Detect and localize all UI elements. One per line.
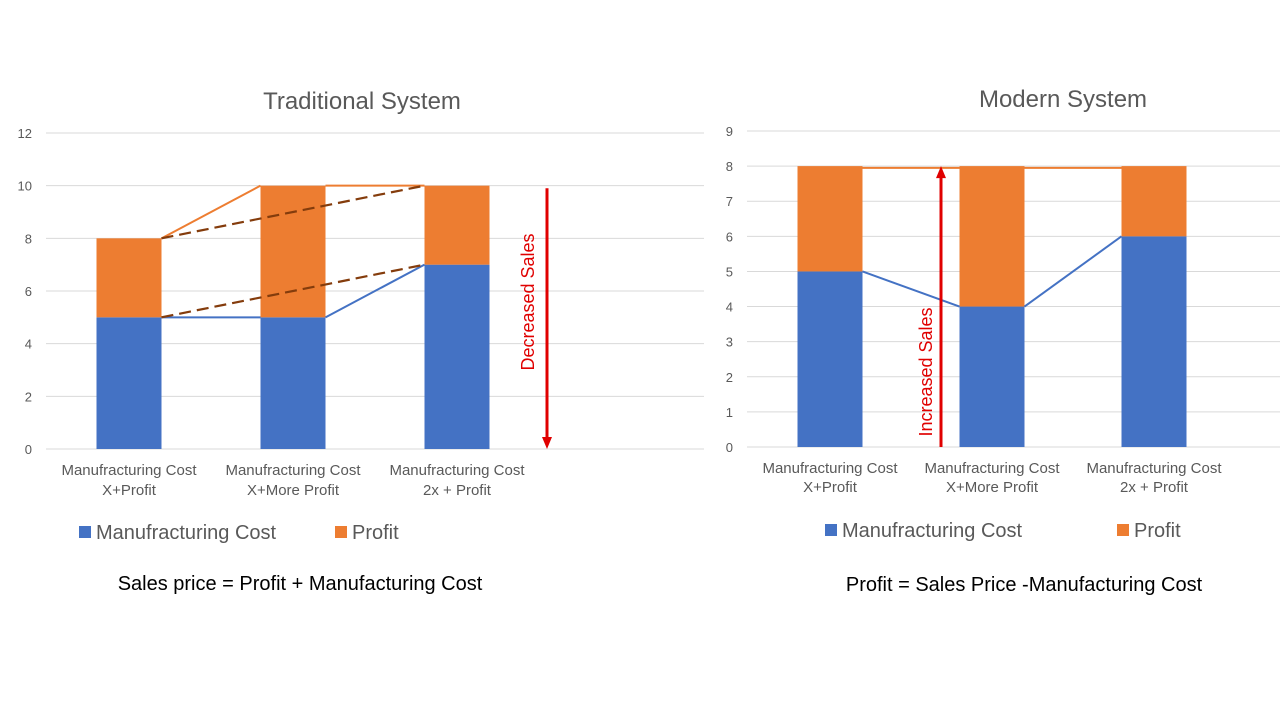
bars [797, 166, 1187, 447]
y-tick-label: 6 [25, 284, 32, 299]
bar-segment-profit [1121, 166, 1187, 237]
legend-swatch [1117, 524, 1129, 536]
bar-segment-cost [424, 264, 490, 449]
category-label: Manufracturing Cost [389, 462, 525, 479]
sales-annotation: Decreased Sales [518, 188, 552, 449]
annotation-label: Increased Sales [916, 307, 936, 436]
traditional-system-chart: Traditional System 0 2 4 6 8 10 12 Decreased S… [18, 88, 704, 595]
connector-line [161, 184, 261, 240]
y-tick-label: 8 [726, 159, 733, 174]
y-tick-label: 9 [726, 124, 733, 139]
legend-label: Manufracturing Cost [96, 522, 277, 544]
legend-label: Manufracturing Cost [842, 520, 1023, 542]
legend-swatch [825, 524, 837, 536]
category-label: X+Profit [803, 479, 858, 496]
category-label: Manufracturing Cost [225, 462, 361, 479]
legend-label: Profit [1134, 520, 1181, 542]
y-tick-label: 2 [25, 389, 32, 404]
category-label: X+Profit [102, 482, 157, 499]
bar-segment-profit [260, 185, 326, 318]
y-axis-ticks: 0 1 2 3 4 5 6 7 8 9 [726, 124, 733, 455]
bar-segment-cost [959, 306, 1025, 447]
bar-segment-profit [797, 166, 863, 272]
chart-title: Traditional System [263, 88, 461, 115]
y-tick-label: 4 [726, 300, 733, 315]
y-tick-label: 4 [25, 337, 32, 352]
x-axis-categories: Manufracturing Cost X+Profit Manufracturin… [61, 462, 525, 499]
legend-swatch [335, 526, 347, 538]
dashed-trend-line [161, 263, 425, 319]
x-axis-categories: Manufracturing Cost X+Profit Manufracturin… [762, 460, 1222, 496]
connector-line [325, 263, 425, 319]
y-tick-label: 5 [726, 264, 733, 279]
legend: Manufracturing Cost Profit [79, 522, 399, 544]
legend: Manufracturing Cost Profit [825, 520, 1181, 542]
y-tick-label: 2 [726, 370, 733, 385]
category-label: Manufracturing Cost [762, 460, 898, 477]
dashed-trend-line [161, 184, 425, 240]
bar-segment-profit [959, 166, 1025, 307]
arrow-up-icon [936, 166, 946, 179]
y-tick-label: 6 [726, 229, 733, 244]
category-label: Manufracturing Cost [924, 460, 1060, 477]
category-label: 2x + Profit [423, 482, 492, 499]
category-label: Manufracturing Cost [1086, 460, 1222, 477]
bar-segment-profit [96, 238, 162, 318]
y-tick-label: 10 [18, 179, 32, 194]
bar-segment-cost [96, 317, 162, 449]
y-tick-label: 12 [18, 126, 32, 141]
category-label: X+More Profit [946, 479, 1039, 496]
overlay-lines [862, 166, 1123, 308]
category-label: 2x + Profit [1120, 479, 1189, 496]
bar-segment-cost [260, 317, 326, 449]
connector-line [1023, 235, 1123, 308]
modern-system-chart: Modern System 0 1 2 3 4 5 6 7 8 9 Increased Sales… [726, 86, 1280, 596]
y-tick-label: 7 [726, 194, 733, 209]
bars [96, 185, 490, 449]
y-tick-label: 0 [726, 440, 733, 455]
bar-segment-cost [797, 271, 863, 447]
sales-annotation: Increased Sales [916, 166, 946, 447]
y-tick-label: 8 [25, 231, 32, 246]
legend-swatch [79, 526, 91, 538]
y-tick-label: 1 [726, 405, 733, 420]
formula-text: Sales price = Profit + Manufacturing Cos… [118, 573, 483, 595]
connector-line [862, 270, 960, 308]
arrow-down-icon [542, 437, 552, 449]
y-tick-label: 3 [726, 335, 733, 350]
y-tick-label: 0 [25, 442, 32, 457]
category-label: Manufracturing Cost [61, 462, 197, 479]
chart-title: Modern System [979, 86, 1147, 113]
formula-text: Profit = Sales Price -Manufacturing Cost [846, 574, 1203, 596]
bar-segment-profit [424, 185, 490, 265]
bar-segment-cost [1121, 236, 1187, 447]
category-label: X+More Profit [247, 482, 340, 499]
legend-label: Profit [352, 522, 399, 544]
y-axis-ticks: 0 2 4 6 8 10 12 [18, 126, 32, 457]
overlay-lines [161, 184, 425, 319]
annotation-label: Decreased Sales [518, 233, 538, 370]
